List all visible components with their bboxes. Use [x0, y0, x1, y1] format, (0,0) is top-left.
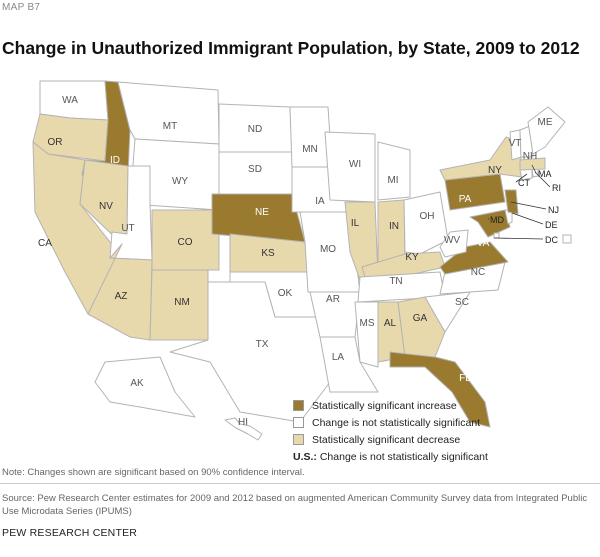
state-fl — [389, 351, 491, 428]
state-label-md: MD — [490, 215, 504, 225]
state-wv — [439, 229, 469, 258]
legend-label-increase: Statistically significant increase — [312, 399, 457, 412]
state-label-nc: NC — [471, 267, 485, 278]
legend-swatch-increase — [293, 400, 304, 411]
legend-us-summary: U.S.: Change is not statistically signif… — [293, 451, 488, 463]
state-label-ms: MS — [360, 318, 375, 329]
divider — [0, 483, 600, 484]
state-label-ak: AK — [130, 378, 144, 389]
legend-swatch-decrease — [293, 434, 304, 445]
state-label-ut: UT — [121, 223, 134, 234]
state-label-co: CO — [178, 237, 193, 248]
callout-line-nj — [510, 201, 547, 210]
state-me — [527, 106, 566, 155]
state-label-wy: WY — [172, 176, 188, 187]
callouts-layer — [488, 164, 572, 244]
state-label-mt: MT — [163, 121, 177, 132]
legend: Statistically significant increase Chang… — [293, 397, 488, 463]
state-label-nd: ND — [248, 124, 262, 135]
dc-swatch — [562, 234, 572, 244]
state-label-or: OR — [48, 137, 63, 148]
state-la — [319, 336, 379, 393]
state-label-ks: KS — [261, 248, 275, 259]
state-ne — [211, 193, 306, 243]
state-oh — [403, 191, 449, 255]
state-label-nv: NV — [99, 201, 113, 212]
legend-item-decrease: Statistically significant decrease — [293, 431, 488, 448]
state-label-de: DE — [545, 220, 558, 230]
organization-credit: PEW RESEARCH CENTER — [2, 527, 138, 539]
state-label-il: IL — [351, 218, 360, 229]
state-label-ne: NE — [255, 207, 269, 218]
state-label-id: ID — [110, 155, 120, 166]
page-title: Change in Unauthorized Immigrant Populat… — [2, 38, 580, 58]
state-label-oh: OH — [420, 211, 435, 222]
state-label-sd: SD — [248, 164, 262, 175]
footnote: Note: Changes shown are significant base… — [2, 467, 305, 478]
state-label-ga: GA — [413, 313, 428, 324]
state-label-dc: DC — [545, 235, 558, 245]
state-mi — [377, 141, 411, 201]
state-label-ar: AR — [326, 294, 340, 305]
state-label-mn: MN — [302, 144, 318, 155]
callout-line-dc — [493, 237, 544, 240]
state-label-hi: HI — [238, 417, 248, 428]
state-ms — [354, 301, 379, 368]
state-label-ia: IA — [315, 196, 325, 207]
state-label-sc: SC — [455, 297, 469, 308]
state-label-ri: RI — [552, 183, 561, 193]
legend-us-text: Change is not statistically significant — [319, 451, 488, 463]
state-label-mo: MO — [320, 244, 336, 255]
state-label-fl: FL — [459, 373, 471, 384]
map-number-label: MAP B7 — [2, 2, 41, 13]
state-co — [151, 209, 220, 271]
state-label-wv: WV — [444, 235, 460, 246]
state-label-pa: PA — [459, 194, 472, 205]
state-label-wi: WI — [349, 159, 361, 170]
state-dc — [493, 232, 500, 239]
callout-line-de — [511, 212, 544, 225]
state-md — [469, 209, 511, 238]
state-label-nj: NJ — [548, 205, 559, 215]
state-label-ca: CA — [38, 238, 52, 249]
state-label-tn: TN — [389, 276, 402, 287]
state-label-ma: MA — [538, 169, 552, 179]
legend-item-no-change: Change is not statistically significant — [293, 414, 488, 431]
state-label-mi: MI — [387, 175, 398, 186]
labels-layer: WA OR CA ID NV MT WY UT AZ CO NM ND SD NE KS OK TX MN IA MO… — [38, 95, 561, 428]
callout-line-ma — [531, 164, 537, 174]
state-mt — [117, 81, 220, 145]
source-note: Source: Pew Research Center estimates fo… — [2, 493, 588, 517]
state-ak — [94, 356, 196, 418]
state-label-ky: KY — [405, 252, 419, 263]
state-label-nh: NH — [523, 151, 537, 162]
state-label-ok: OK — [278, 288, 293, 299]
state-label-in: IN — [389, 221, 399, 232]
legend-swatch-no-change — [293, 417, 304, 428]
state-label-tx: TX — [256, 339, 269, 350]
state-label-al: AL — [384, 318, 397, 329]
state-label-ct: CT — [518, 178, 530, 188]
state-label-va: VA — [477, 238, 490, 249]
state-label-wa: WA — [62, 95, 78, 106]
state-sc — [424, 291, 471, 333]
state-label-vt: VT — [509, 138, 522, 149]
state-label-la: LA — [332, 352, 345, 363]
state-label-ny: NY — [488, 165, 502, 176]
callout-line-ct — [515, 173, 528, 183]
state-label-az: AZ — [115, 291, 128, 302]
legend-item-increase: Statistically significant increase — [293, 397, 488, 414]
callout-line-ri — [534, 171, 551, 188]
us-state-map: WA OR CA ID NV MT WY UT AZ CO NM ND SD NE KS OK TX MN IA MO… — [32, 80, 572, 441]
legend-us-prefix: U.S.: — [293, 451, 317, 463]
state-hi — [224, 417, 263, 441]
state-label-nm: NM — [174, 297, 190, 308]
legend-label-decrease: Statistically significant decrease — [312, 433, 461, 446]
legend-label-no-change: Change is not statistically significant — [312, 416, 481, 429]
states-layer — [32, 80, 566, 441]
state-label-me: ME — [538, 117, 553, 128]
state-ma — [519, 157, 546, 171]
